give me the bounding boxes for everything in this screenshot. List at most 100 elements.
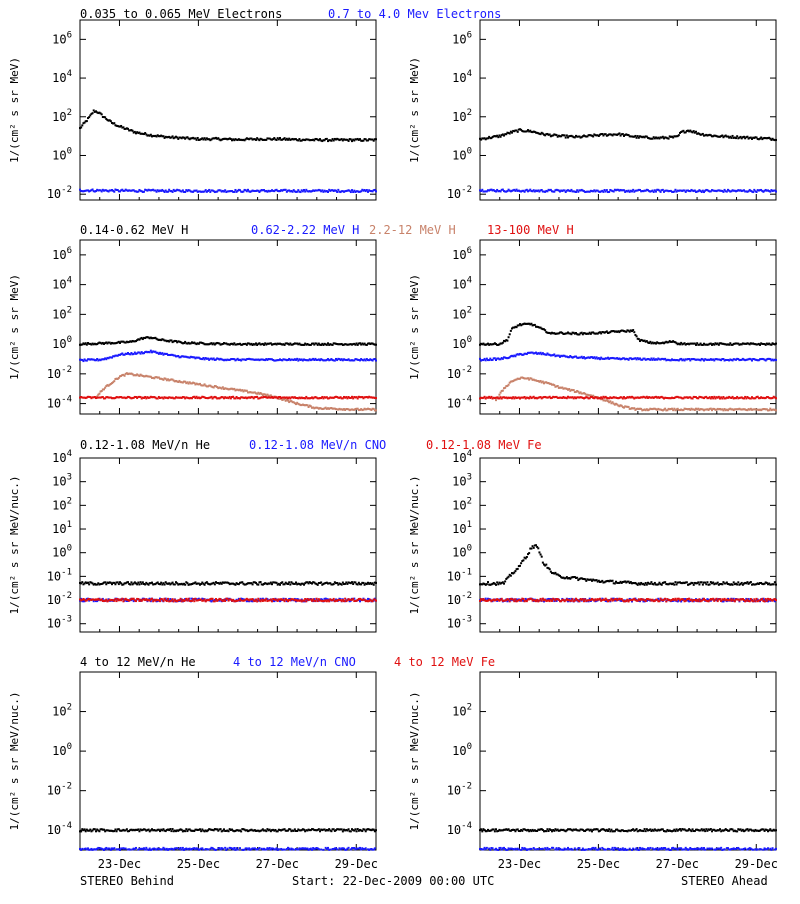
data-point (479, 600, 481, 602)
series-black (79, 828, 377, 832)
y-tick-label: 102 (452, 496, 472, 512)
series-black (79, 109, 377, 142)
data-point (712, 598, 714, 600)
data-point (722, 191, 724, 193)
data-point (481, 189, 483, 191)
data-point (775, 190, 777, 192)
data-point (764, 600, 766, 602)
data-point (646, 584, 648, 586)
data-point (565, 137, 567, 139)
data-point (701, 581, 703, 583)
data-point (674, 189, 676, 191)
data-point (497, 136, 499, 138)
data-point (110, 120, 112, 122)
data-point (362, 582, 364, 584)
data-point (592, 135, 594, 137)
data-point (130, 581, 132, 583)
data-point (316, 598, 318, 600)
data-point (354, 581, 356, 583)
data-point (633, 407, 635, 409)
data-point (645, 600, 647, 602)
data-point (197, 137, 199, 139)
data-point (314, 600, 316, 602)
data-point (193, 600, 195, 602)
data-point (697, 581, 699, 583)
data-point (375, 138, 377, 140)
data-point (609, 400, 611, 402)
data-point (508, 336, 510, 338)
data-point (502, 390, 504, 392)
data-point (737, 581, 739, 583)
data-point (541, 556, 543, 558)
data-point (289, 584, 291, 586)
series-blue (479, 352, 777, 362)
legend-entry: 0.12-1.08 MeV/n CNO (249, 438, 386, 452)
data-point (226, 598, 228, 600)
data-point (608, 191, 610, 193)
y-tick-label: 100 (452, 335, 472, 351)
data-point (668, 138, 670, 140)
series-red (79, 396, 377, 400)
data-point (337, 189, 339, 191)
data-point (375, 190, 377, 192)
data-point (270, 599, 272, 601)
data-point (697, 600, 699, 602)
data-point (80, 830, 82, 832)
y-tick-label: 100 (452, 544, 472, 560)
data-point (698, 598, 700, 600)
data-point (84, 828, 86, 830)
data-point (186, 582, 188, 584)
data-point (184, 191, 186, 193)
series-red (479, 396, 777, 400)
data-point (256, 396, 258, 398)
data-point (545, 564, 547, 566)
data-point (357, 583, 359, 585)
data-point (375, 397, 377, 399)
plot-frame (480, 458, 776, 632)
data-point (557, 385, 559, 387)
data-point (535, 544, 537, 546)
data-point (298, 138, 300, 140)
y-tick-label: 10-4 (47, 395, 72, 411)
data-point (517, 568, 519, 570)
y-tick-label: 104 (52, 276, 72, 292)
data-point (514, 598, 516, 600)
data-point (341, 584, 343, 586)
data-point (85, 830, 87, 832)
data-point (94, 828, 96, 830)
data-point (538, 551, 540, 553)
data-point (775, 397, 777, 399)
data-point (194, 598, 196, 600)
data-point (510, 330, 512, 332)
data-point (224, 189, 226, 191)
data-point (117, 581, 119, 583)
data-point (233, 191, 235, 193)
data-point (775, 139, 777, 141)
data-point (568, 388, 570, 390)
series-black (79, 336, 377, 346)
data-point (132, 130, 134, 132)
data-point (113, 380, 115, 382)
data-point (533, 547, 535, 549)
data-point (375, 600, 377, 602)
data-point (88, 583, 90, 585)
data-point (726, 191, 728, 193)
data-point (636, 335, 638, 337)
data-point (486, 583, 488, 585)
data-point (732, 584, 734, 586)
data-point (765, 598, 767, 600)
data-point (180, 598, 182, 600)
data-point (495, 584, 497, 586)
data-point (673, 191, 675, 193)
data-point (613, 190, 615, 192)
data-point (104, 581, 106, 583)
data-point (326, 138, 328, 140)
data-point (775, 409, 777, 411)
y-tick-label: 102 (52, 703, 72, 719)
data-point (705, 583, 707, 585)
data-point (306, 404, 308, 406)
data-point (682, 130, 684, 132)
legend-entry: 0.7 to 4.0 Mev Electrons (328, 7, 501, 21)
